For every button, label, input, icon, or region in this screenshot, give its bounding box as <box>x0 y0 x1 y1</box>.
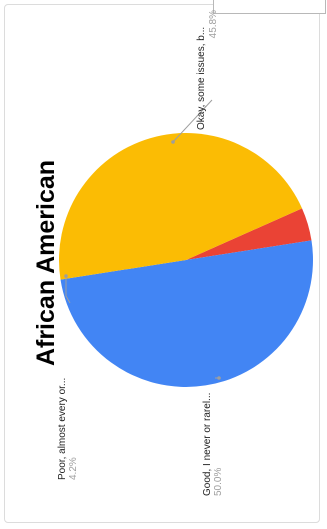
leader-dot-3 <box>64 274 68 278</box>
slice-label-3: Poor, almost every or... <box>57 378 68 480</box>
pie-slice-3[interactable] <box>186 208 312 260</box>
overlay-box <box>213 0 326 14</box>
leader-line-1 <box>172 99 213 143</box>
chart-title: African American <box>32 160 60 366</box>
slice-percent-1: 45.8% <box>208 10 219 38</box>
slice-percent-2: 50.0% <box>213 468 224 496</box>
slice-label-group-1: Okay, some issues, b...45.8% <box>196 10 219 130</box>
leader-dot-2 <box>217 376 221 380</box>
leader-dot-1 <box>171 140 175 144</box>
slice-label-group-3: Poor, almost every or... 4.2% <box>57 378 79 480</box>
slice-label-2: Good, I never or rarel... <box>202 393 213 496</box>
leader-line-3 <box>65 276 71 304</box>
pie-slice-2[interactable] <box>60 240 313 387</box>
slice-percent-3: 4.2% <box>68 457 79 480</box>
slice-label-1: Okay, some issues, b... <box>196 27 207 130</box>
slice-label-group-2: Good, I never or rarel... 50.0% <box>202 393 224 496</box>
pie-slice-1[interactable] <box>58 133 303 280</box>
